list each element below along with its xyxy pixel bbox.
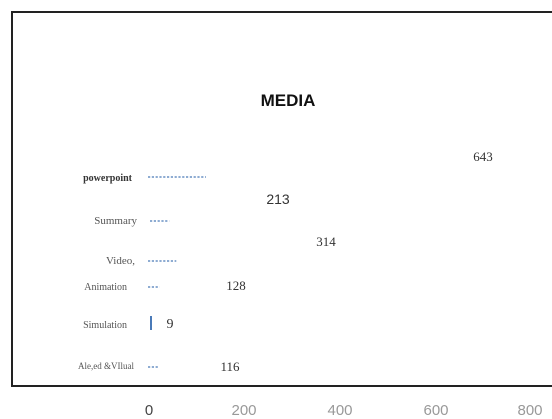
category-label-summary: Summary [94, 215, 137, 227]
category-label-animation: Animation [84, 282, 127, 293]
value-label-visual: 116 [220, 359, 240, 374]
plot-frame [11, 11, 552, 387]
category-label-simulation: Simulation [83, 320, 127, 331]
x-tick-800: 800 [517, 402, 542, 419]
category-label-video: Video, [106, 255, 135, 267]
x-tick-200: 200 [231, 402, 256, 419]
x-tick-0: 0 [145, 402, 153, 419]
x-tick-600: 600 [423, 402, 448, 419]
x-tick-400: 400 [327, 402, 352, 419]
value-label-video: 314 [316, 234, 336, 249]
value-label-summary: 213 [266, 191, 290, 207]
value-label-animation: 128 [226, 278, 246, 293]
value-label-powerpoint: 643 [473, 149, 493, 164]
chart-title: MEDIA [261, 91, 316, 110]
category-label-powerpoint: powerpoint [83, 173, 133, 184]
value-label-simulation: 9 [167, 317, 174, 332]
category-label-visual: Ale,ed &VIlual [78, 361, 134, 371]
